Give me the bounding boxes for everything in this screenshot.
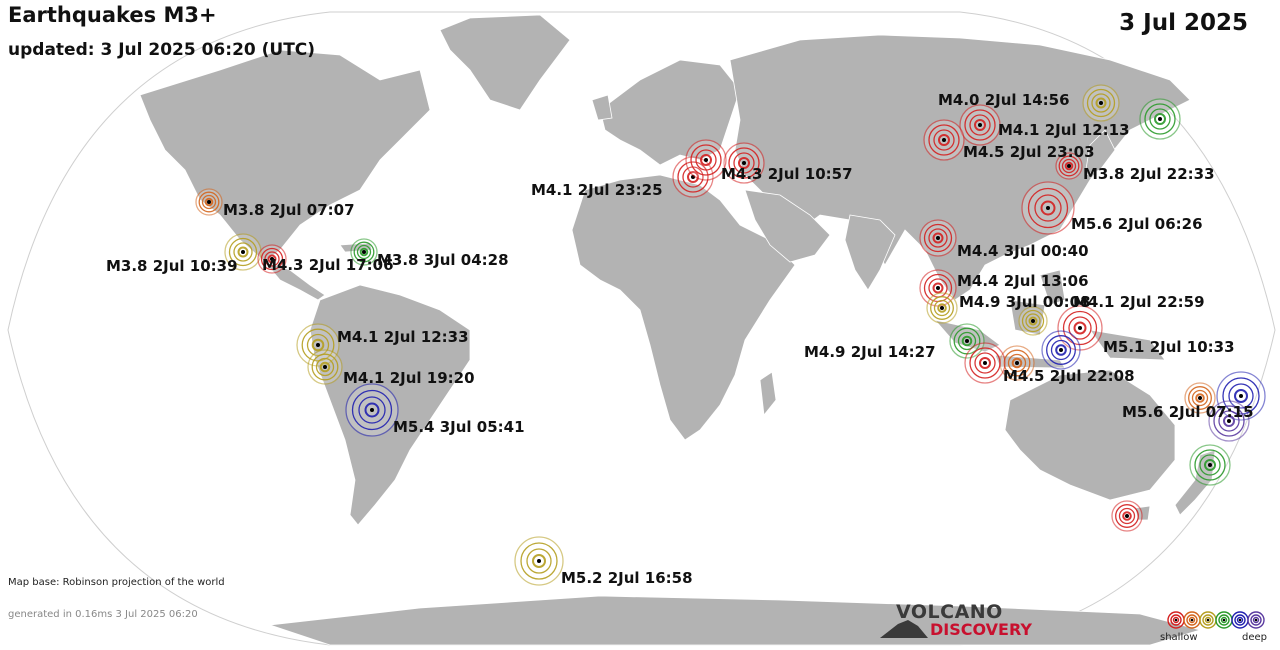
earthquake-marker[interactable]	[923, 119, 965, 161]
quake-label: M5.2 2Jul 16:58	[561, 569, 693, 587]
earthquake-marker[interactable]	[949, 323, 985, 359]
earthquake-marker[interactable]	[514, 536, 564, 586]
quake-label: M5.4 3Jul 05:41	[393, 418, 525, 436]
quake-label: M4.5 2Jul 22:08	[1003, 367, 1135, 385]
earthquake-marker[interactable]	[1055, 152, 1083, 180]
logo-text-volcano: VOLCANO	[896, 601, 1003, 623]
earthquake-marker[interactable]	[1184, 382, 1216, 414]
quake-label: M4.4 3Jul 00:40	[957, 242, 1089, 260]
quake-label: M3.8 2Jul 10:39	[106, 257, 238, 275]
earthquake-marker[interactable]	[1041, 330, 1081, 370]
quake-label: M4.5 2Jul 23:03	[963, 143, 1095, 161]
depth-legend-icons	[1167, 611, 1265, 629]
earthquake-marker[interactable]	[926, 292, 958, 324]
legend-depth-marker	[1183, 611, 1201, 629]
earthquake-marker[interactable]	[964, 342, 1006, 384]
quake-label: M5.6 2Jul 06:26	[1071, 215, 1203, 233]
earthquake-marker[interactable]	[307, 349, 343, 385]
earthquake-marker[interactable]	[224, 233, 262, 271]
earthquake-marker[interactable]	[999, 345, 1035, 381]
earthquake-marker[interactable]	[350, 238, 378, 266]
updated-timestamp: updated: 3 Jul 2025 06:20 (UTC)	[8, 40, 316, 60]
volcano-discovery-logo[interactable]: VOLCANO DISCOVERY	[880, 601, 1040, 644]
map-base-note: Map base: Robinson projection of the wor…	[8, 577, 225, 588]
earthquake-marker[interactable]	[1208, 400, 1250, 442]
earthquake-marker[interactable]	[1139, 98, 1181, 140]
earthquake-marker[interactable]	[195, 188, 223, 216]
depth-legend: shallow deep	[1160, 608, 1275, 648]
legend-depth-marker	[1167, 611, 1185, 629]
legend-shallow-label: shallow	[1160, 632, 1198, 643]
earthquake-marker[interactable]	[1189, 444, 1231, 486]
page-title: Earthquakes M3+	[8, 3, 217, 27]
quake-label: M5.1 2Jul 10:33	[1103, 338, 1235, 356]
earthquake-markers	[195, 84, 1266, 586]
quake-label: M3.8 3Jul 04:28	[377, 251, 509, 269]
earthquake-marker[interactable]	[723, 142, 765, 184]
quake-label: M4.4 2Jul 13:06	[957, 272, 1089, 290]
logo-text-discovery: DISCOVERY	[930, 620, 1033, 639]
generated-note: generated in 0.16ms 3 Jul 2025 06:20	[8, 609, 198, 620]
quake-label: M5.6 2Jul 07:15	[1122, 403, 1254, 421]
date-header: 3 Jul 2025	[1119, 10, 1248, 36]
quake-label: M4.1 2Jul 12:33	[337, 328, 469, 346]
quake-label: M3.8 2Jul 22:33	[1083, 165, 1215, 183]
earthquake-marker[interactable]	[1021, 181, 1075, 235]
legend-depth-marker	[1215, 611, 1233, 629]
legend-depth-marker	[1199, 611, 1217, 629]
quake-label: M4.9 2Jul 14:27	[804, 343, 936, 361]
quake-label: M4.3 2Jul 17:06	[262, 256, 394, 274]
earthquake-marker[interactable]	[959, 104, 1001, 146]
quake-label: M4.1 2Jul 12:13	[998, 121, 1130, 139]
earthquake-marker[interactable]	[257, 244, 287, 274]
earthquake-marker[interactable]	[345, 383, 399, 437]
quake-label: M4.3 2Jul 10:57	[721, 165, 853, 183]
earthquake-marker[interactable]	[1018, 306, 1048, 336]
earthquake-marker[interactable]	[1082, 84, 1120, 122]
legend-depth-marker	[1247, 611, 1265, 629]
earthquake-marker[interactable]	[296, 323, 340, 367]
legend-depth-marker	[1231, 611, 1249, 629]
quake-label: M4.0 2Jul 14:56	[938, 91, 1070, 109]
volcano-icon	[880, 620, 928, 638]
earthquake-marker[interactable]	[1111, 500, 1143, 532]
quake-label: M4.1 2Jul 23:25	[531, 181, 663, 199]
earthquake-marker[interactable]	[685, 139, 727, 181]
earthquake-marker[interactable]	[672, 156, 714, 198]
quake-label: M4.1 2Jul 22:59	[1073, 293, 1205, 311]
land-masses	[139, 14, 1216, 646]
quake-label: M4.9 3Jul 00:08	[959, 293, 1091, 311]
earthquake-marker[interactable]	[1216, 371, 1266, 421]
earthquake-marker[interactable]	[919, 219, 957, 257]
legend-deep-label: deep	[1242, 632, 1267, 643]
quake-label: M3.8 2Jul 07:07	[223, 201, 355, 219]
quake-label: M4.1 2Jul 19:20	[343, 369, 475, 387]
